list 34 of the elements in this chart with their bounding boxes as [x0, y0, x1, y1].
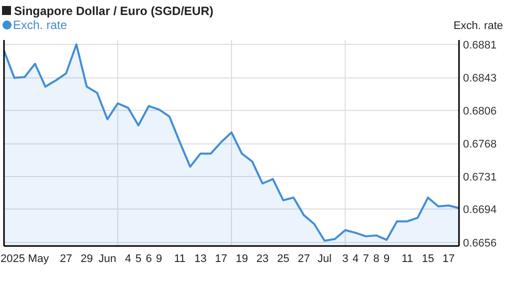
y-tick-label: 0.6881: [463, 39, 497, 52]
x-tick-label: 13: [194, 253, 207, 265]
x-tick-label: 17: [215, 253, 228, 265]
y-tick-label: 0.6768: [463, 138, 497, 151]
x-tick-label: Jun: [98, 253, 116, 265]
y-axis-title: Exch. rate: [453, 20, 503, 32]
x-tick-label: 27: [298, 253, 310, 265]
x-tick-label: 19: [236, 253, 248, 265]
y-tick-label: 0.6731: [463, 171, 497, 184]
x-tick-label: 8: [373, 253, 380, 265]
x-tick-label: Jul: [318, 253, 332, 265]
x-tick-label: 4: [125, 253, 132, 265]
x-tick-label: 25: [277, 253, 290, 265]
y-tick-label: 0.6694: [463, 204, 497, 216]
x-tick-label: 29: [80, 253, 93, 265]
x-tick-label: 3: [342, 253, 348, 265]
x-tick-label: 9: [156, 253, 162, 265]
x-tick-label: 23: [256, 253, 269, 265]
y-tick-label: 0.6806: [463, 105, 497, 118]
x-tick-label: 4: [352, 253, 359, 265]
x-tick-label: 11: [174, 253, 186, 265]
x-tick-label: 2025 May: [0, 253, 50, 265]
x-tick-label: 15: [422, 253, 434, 265]
chart-title: Singapore Dollar / Euro (SGD/EUR): [14, 4, 214, 18]
x-tick-label: 5: [135, 253, 142, 265]
x-tick-label: 11: [402, 253, 414, 265]
y-tick-label: 0.6656: [463, 237, 497, 250]
y-tick-label: 0.6843: [463, 72, 497, 85]
legend-label: Exch. rate: [13, 18, 68, 32]
x-tick-label: 6: [146, 253, 152, 265]
x-tick-label: 27: [60, 253, 72, 265]
x-tick-label: 7: [362, 253, 369, 265]
x-tick-label: 9: [384, 253, 390, 265]
x-tick-label: 17: [442, 253, 455, 265]
